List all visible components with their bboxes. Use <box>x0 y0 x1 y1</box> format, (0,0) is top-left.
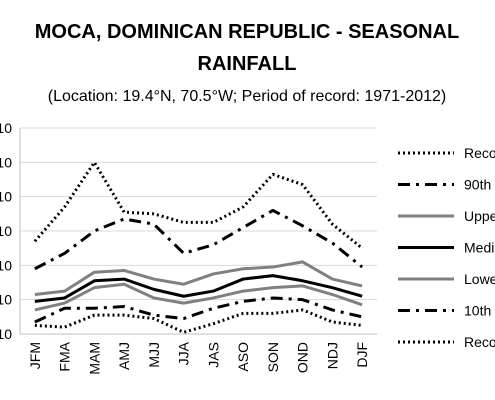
legend-label-3: Uppe <box>464 208 495 224</box>
x-tick-label: MJJ <box>146 342 162 368</box>
y-tick-label: 10 <box>0 326 12 342</box>
x-tick-label: JAS <box>205 342 221 368</box>
legend-label-5: Lower <box>464 271 495 287</box>
x-tick-label: FMA <box>57 341 73 371</box>
y-tick-label: 10 <box>0 257 12 273</box>
legend-label-2: 90th p <box>464 177 495 193</box>
legend-label-6: 10th p <box>464 303 495 319</box>
chart-title-line-2: RAINFALL <box>198 53 297 75</box>
series-line-5 <box>34 282 363 312</box>
axes <box>19 128 377 335</box>
y-tick-label: 10 <box>0 154 12 170</box>
series-line-7 <box>34 308 363 334</box>
x-tick-labels: JFM FMA MAM AMJ MJJ JJA JAS ASO SON OND NDJ DJF <box>27 341 370 374</box>
x-tick-label: JJA <box>176 341 192 365</box>
chart-title-line-1: MOCA, DOMINICAN REPUBLIC - SEASONAL <box>35 21 459 43</box>
legend-label-4: Media <box>464 240 495 256</box>
legend-label-7: Recor <box>464 334 495 350</box>
x-tick-label: AMJ <box>116 342 132 370</box>
x-tick-label: DJF <box>354 342 370 368</box>
y-tick-label: 10 <box>0 189 12 205</box>
series-lines <box>33 160 364 334</box>
y-tick-label: 10 <box>0 120 12 136</box>
series-line-1 <box>33 160 364 250</box>
series-line-4 <box>34 274 363 303</box>
series-line-6 <box>34 296 363 324</box>
y-tick-label: 10 <box>0 223 12 239</box>
x-tick-label: NDJ <box>324 342 340 369</box>
gridlines <box>20 127 377 335</box>
series-line-2 <box>34 208 364 271</box>
chart-subtitle: (Location: 19.4°N, 70.5°W; Period of rec… <box>48 88 447 105</box>
legend: Recor 90th p Uppe Media Lower 10th p Recor <box>398 145 495 350</box>
x-tick-label: SON <box>265 342 281 372</box>
x-tick-label: JFM <box>27 342 43 369</box>
legend-label-1: Recor <box>464 145 495 161</box>
x-tick-label: ASO <box>235 342 251 372</box>
y-tick-label: 10 <box>0 292 12 308</box>
x-tick-label: MAM <box>86 342 102 375</box>
x-tick-label: OND <box>295 342 311 373</box>
series-line-3 <box>34 260 363 297</box>
y-tick-labels: 10 10 10 10 10 10 10 <box>0 120 12 342</box>
